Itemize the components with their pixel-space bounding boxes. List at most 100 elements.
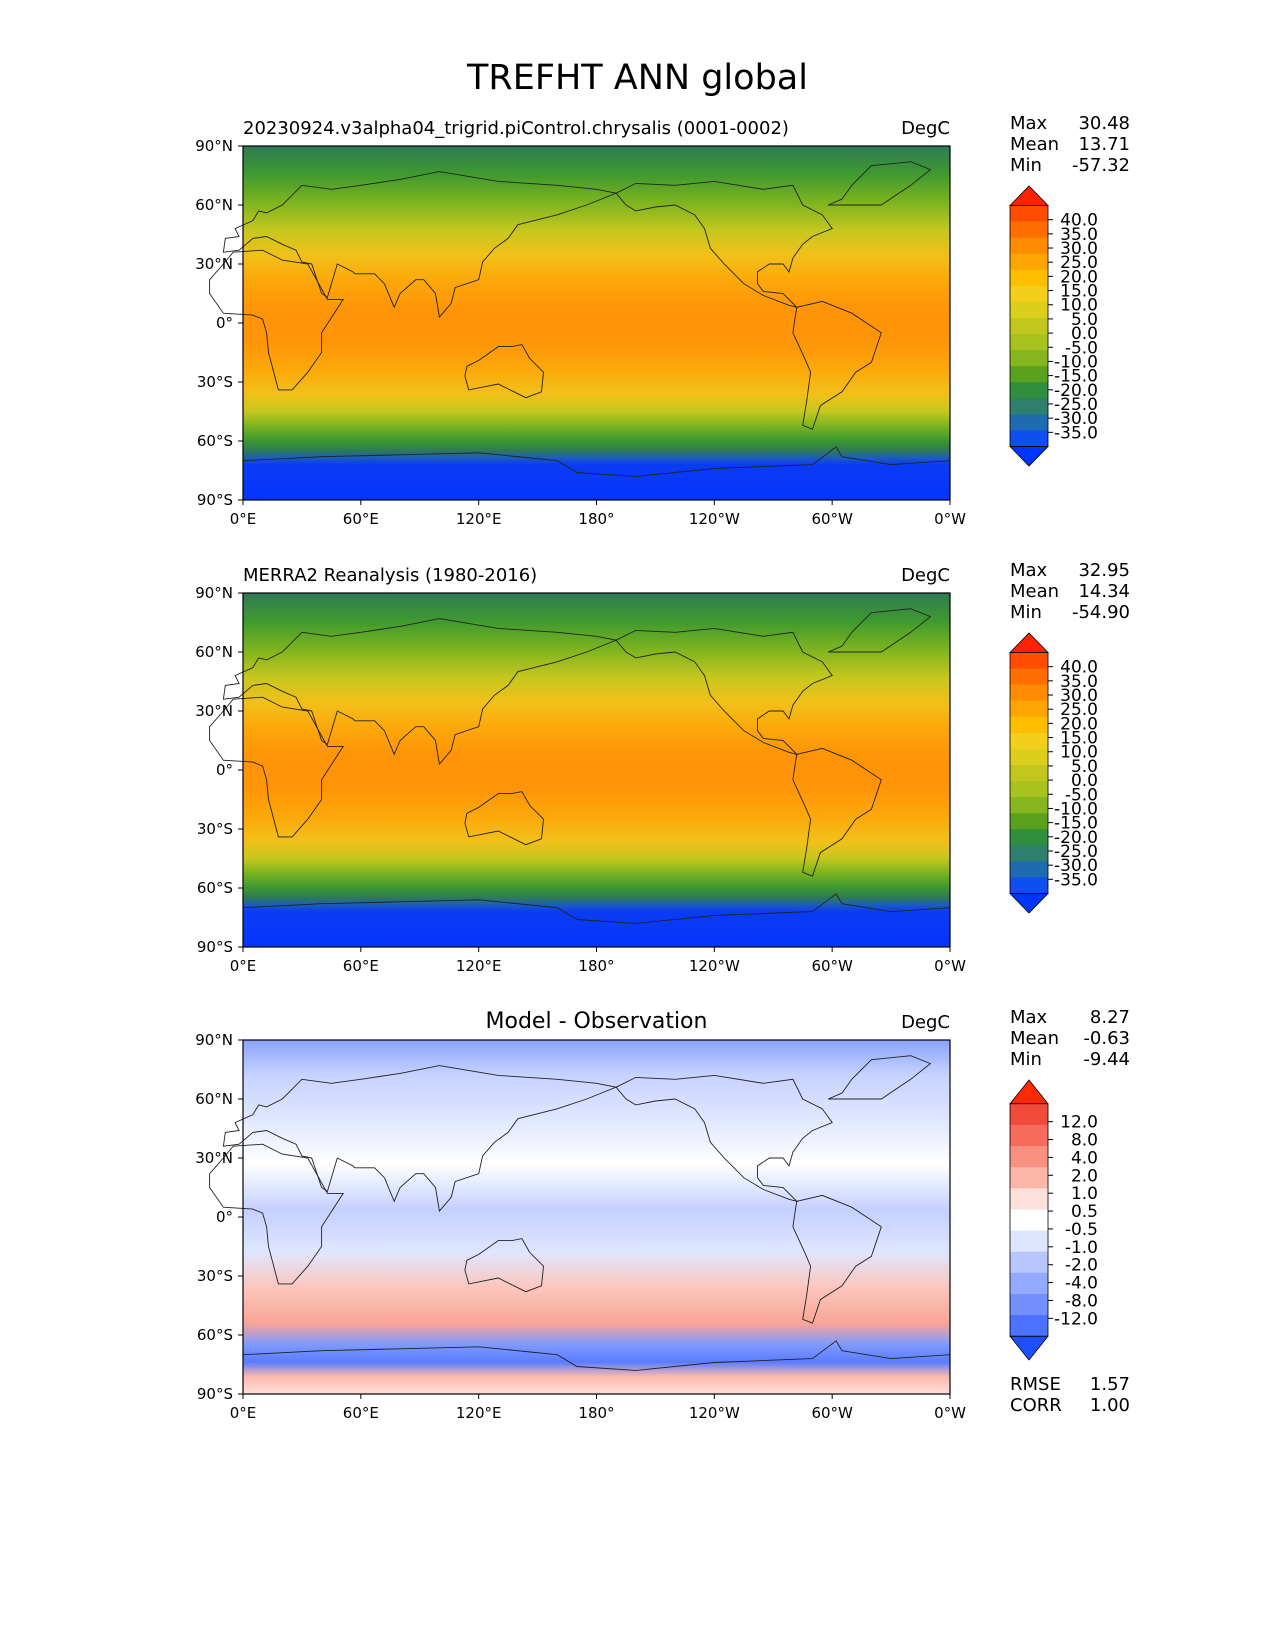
- y-tick-label: 60°N: [195, 643, 233, 661]
- colorbar-band: [1010, 861, 1048, 878]
- colorbar-band: [1010, 1272, 1048, 1295]
- map-field: [243, 593, 950, 947]
- y-tick-label: 30°N: [195, 1149, 233, 1167]
- x-tick-label: 120°E: [456, 1404, 502, 1422]
- stat-value: -0.63: [1083, 1028, 1130, 1049]
- units-label: DegC: [901, 1012, 950, 1033]
- colorbar-tick-label: -30.0: [1054, 409, 1098, 429]
- colorbar-tick-label: 30.0: [1060, 239, 1098, 259]
- stat-value: 1.00: [1090, 1395, 1130, 1416]
- colorbar-band: [1010, 205, 1048, 223]
- colorbar-band: [1010, 382, 1048, 399]
- coastline-4: [792, 1194, 882, 1324]
- coastline-3: [615, 1074, 833, 1203]
- coastline-3: [615, 180, 833, 309]
- stat-value: 8.27: [1090, 1007, 1130, 1028]
- colorbar-band: [1010, 813, 1048, 830]
- y-tick-label: 30°S: [197, 820, 233, 838]
- x-tick-label: 60°E: [343, 957, 379, 975]
- stat-label: Min: [1010, 1049, 1042, 1070]
- colorbar-extend-max: [1009, 185, 1049, 206]
- x-tick-label: 0°W: [934, 957, 966, 975]
- x-tick-label: 60°W: [811, 1404, 853, 1422]
- colorbar-frame: [1009, 1103, 1049, 1337]
- panel-title: MERRA2 Reanalysis (1980-2016): [243, 565, 537, 586]
- colorbar-band: [1010, 366, 1048, 383]
- colorbar-band: [1010, 652, 1048, 670]
- x-tick-label: 0°E: [230, 957, 257, 975]
- colorbar-band: [1010, 1209, 1048, 1232]
- coastline-3: [615, 627, 833, 756]
- colorbar-tick-label: -20.0: [1054, 381, 1098, 401]
- coastline-6: [464, 791, 544, 846]
- colorbar-band: [1010, 732, 1048, 750]
- colorbar: 40.035.030.025.020.015.010.05.00.0-5.0-1…: [1009, 185, 1098, 467]
- colorbar-band: [1010, 414, 1048, 431]
- colorbar-tick-label: 0.0: [1071, 771, 1098, 791]
- colorbar-tick-label: 5.0: [1071, 310, 1098, 330]
- colorbar-extend-min: [1009, 1335, 1049, 1361]
- coastline-1: [209, 696, 345, 838]
- colorbar-tick-label: 25.0: [1060, 700, 1098, 720]
- stat-label: Mean: [1010, 581, 1059, 602]
- y-tick-label: 60°N: [195, 196, 233, 214]
- y-tick-label: 90°N: [195, 137, 233, 155]
- colorbar-tick-label: -5.0: [1065, 785, 1098, 805]
- colorbar-tick-label: 20.0: [1060, 267, 1098, 287]
- colorbar-tick-label: 35.0: [1060, 225, 1098, 245]
- coastline-6: [464, 344, 544, 399]
- y-tick-label: 90°S: [197, 1385, 233, 1403]
- y-tick-label: 30°S: [197, 373, 233, 391]
- colorbar-frame: [1009, 205, 1049, 447]
- y-tick-label: 30°S: [197, 1267, 233, 1285]
- x-tick-label: 0°W: [934, 510, 966, 528]
- y-tick-label: 60°S: [197, 879, 233, 897]
- x-tick-label: 0°E: [230, 510, 257, 528]
- colorbar-extend-min: [1009, 446, 1049, 467]
- colorbar-band: [1010, 668, 1048, 686]
- stat-value: -57.32: [1072, 155, 1130, 176]
- colorbar-tick-label: 15.0: [1060, 282, 1098, 302]
- x-tick-label: 180°: [578, 510, 614, 528]
- colorbar-band: [1010, 700, 1048, 718]
- y-tick-label: 90°S: [197, 491, 233, 509]
- colorbar-tick-label: -35.0: [1054, 870, 1098, 890]
- colorbar-extend-max: [1009, 1079, 1049, 1105]
- stat-value: -9.44: [1083, 1049, 1130, 1070]
- map-field: [243, 146, 950, 500]
- colorbar-tick-label: 35.0: [1060, 672, 1098, 692]
- colorbar-band: [1010, 845, 1048, 862]
- colorbar-tick-label: -10.0: [1054, 352, 1098, 372]
- stat-label: Min: [1010, 155, 1042, 176]
- y-tick-label: 0°: [216, 761, 233, 779]
- colorbar-tick-label: -5.0: [1065, 338, 1098, 358]
- colorbar-band: [1010, 1124, 1048, 1147]
- colorbar-band: [1010, 398, 1048, 415]
- x-tick-label: 60°W: [811, 510, 853, 528]
- colorbar-band: [1010, 334, 1048, 351]
- colorbar-band: [1010, 1230, 1048, 1253]
- colorbar-tick-label: -30.0: [1054, 856, 1098, 876]
- x-tick-label: 180°: [578, 957, 614, 975]
- stat-value: 1.57: [1090, 1374, 1130, 1395]
- colorbar-band: [1010, 764, 1048, 782]
- coastline-6: [464, 1238, 544, 1293]
- colorbar-band: [1010, 285, 1048, 303]
- x-tick-label: 120°W: [689, 957, 740, 975]
- colorbar-band: [1010, 1293, 1048, 1316]
- map-panel-1: 20230924.v3alpha04_trigrid.piControl.chr…: [195, 113, 1130, 528]
- colorbar-tick-label: 1.0: [1071, 1184, 1098, 1204]
- colorbar: 40.035.030.025.020.015.010.05.00.0-5.0-1…: [1009, 632, 1098, 914]
- stat-value: 32.95: [1078, 560, 1130, 581]
- stat-label: RMSE: [1010, 1374, 1061, 1395]
- colorbar-band: [1010, 748, 1048, 766]
- stat-value: 30.48: [1078, 113, 1130, 134]
- y-tick-label: 60°N: [195, 1090, 233, 1108]
- x-tick-label: 120°W: [689, 1404, 740, 1422]
- colorbar-band: [1010, 350, 1048, 367]
- colorbar-tick-label: -25.0: [1054, 842, 1098, 862]
- colorbar-tick-label: -8.0: [1065, 1291, 1098, 1311]
- y-tick-label: 90°N: [195, 1031, 233, 1049]
- y-tick-label: 90°S: [197, 938, 233, 956]
